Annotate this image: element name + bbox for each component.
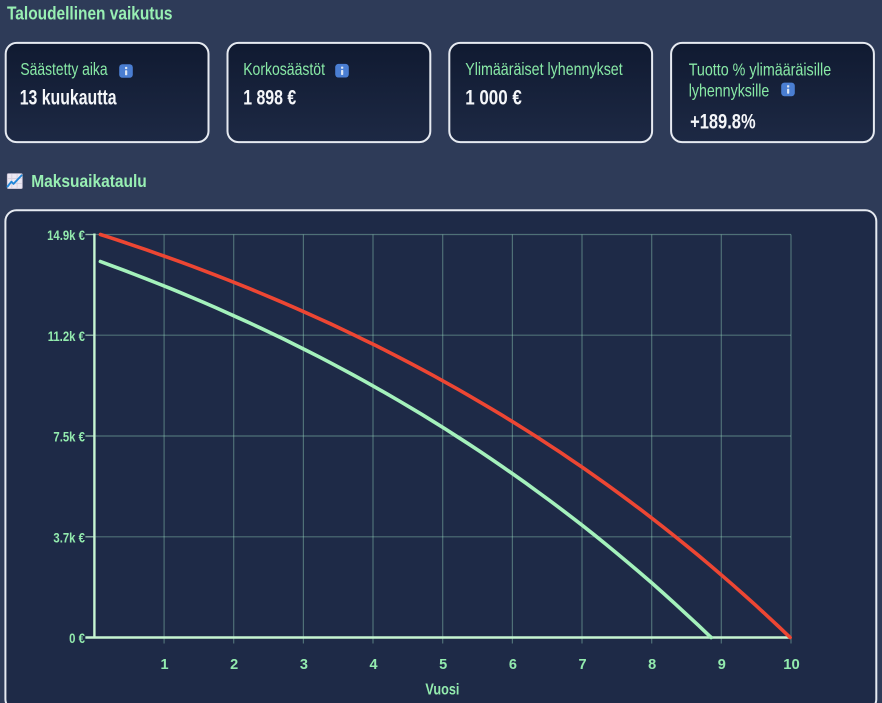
svg-text:8: 8 xyxy=(648,657,656,673)
svg-text:2: 2 xyxy=(230,657,238,673)
svg-text:1: 1 xyxy=(161,657,169,673)
svg-text:Tuotto % ylimääräisille: Tuotto % ylimääräisille xyxy=(689,60,832,80)
svg-text:lyhennyksille: lyhennyksille xyxy=(689,80,770,100)
svg-text:1 000 €: 1 000 € xyxy=(465,86,522,110)
svg-text:10: 10 xyxy=(783,657,800,673)
svg-text:7: 7 xyxy=(578,657,586,673)
svg-text:3.7k €: 3.7k € xyxy=(53,529,85,545)
svg-text:1 898 €: 1 898 € xyxy=(243,86,296,110)
svg-text:14.9k €: 14.9k € xyxy=(47,227,85,243)
svg-text:3: 3 xyxy=(300,657,308,673)
svg-text:Taloudellinen vaikutus: Taloudellinen vaikutus xyxy=(7,3,173,23)
svg-text:4: 4 xyxy=(369,657,377,673)
svg-text:9: 9 xyxy=(718,657,726,673)
svg-text:6: 6 xyxy=(509,657,517,673)
svg-text:0 €: 0 € xyxy=(69,630,85,646)
svg-text:5: 5 xyxy=(439,657,447,673)
svg-text:Maksuaikataulu: Maksuaikataulu xyxy=(31,171,147,191)
svg-text:Säästetty aika: Säästetty aika xyxy=(20,59,107,79)
svg-text:11.2k €: 11.2k € xyxy=(48,328,85,344)
svg-text:13 kuukautta: 13 kuukautta xyxy=(20,86,118,110)
svg-text:Korkosäästöt: Korkosäästöt xyxy=(243,59,325,79)
svg-text:Ylimääräiset lyhennykset: Ylimääräiset lyhennykset xyxy=(465,59,623,79)
svg-text:+189.8%: +189.8% xyxy=(690,110,756,134)
svg-text:7.5k €: 7.5k € xyxy=(53,429,85,445)
svg-text:Vuosi: Vuosi xyxy=(425,682,459,699)
